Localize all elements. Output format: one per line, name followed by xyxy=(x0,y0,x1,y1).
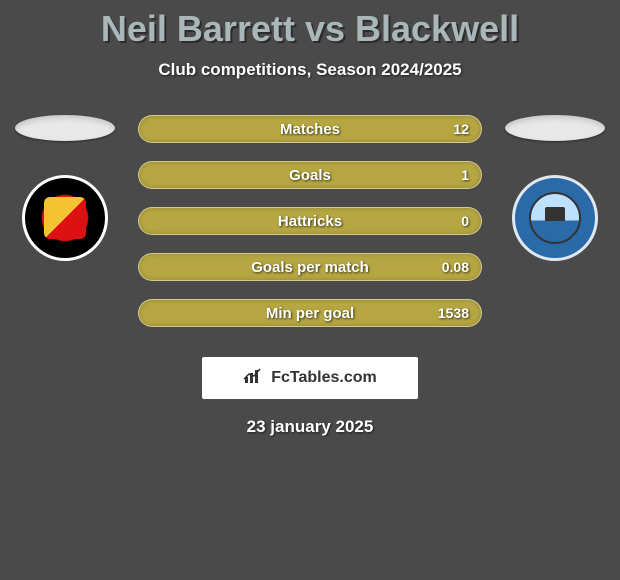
stats-list: Matches 12 Goals 1 Hattricks 0 Goals per… xyxy=(138,115,482,327)
player-placeholder-left xyxy=(15,115,115,141)
stat-row-hattricks: Hattricks 0 xyxy=(138,207,482,235)
stat-value-right: 0 xyxy=(461,213,469,229)
stat-row-gpm: Goals per match 0.08 xyxy=(138,253,482,281)
stat-value-right: 0.08 xyxy=(442,259,469,275)
stat-label: Min per goal xyxy=(266,305,354,322)
stat-label: Hattricks xyxy=(278,213,342,230)
club-badge-right-inner xyxy=(529,192,581,244)
club-badge-left xyxy=(22,175,108,261)
subtitle: Club competitions, Season 2024/2025 xyxy=(0,60,620,80)
stat-row-mpg: Min per goal 1538 xyxy=(138,299,482,327)
stat-label: Goals per match xyxy=(251,259,369,276)
stat-label: Goals xyxy=(289,167,331,184)
club-badge-right xyxy=(512,175,598,261)
stat-label: Matches xyxy=(280,121,340,138)
branding-box: FcTables.com xyxy=(202,357,418,399)
chart-icon xyxy=(243,367,265,390)
stat-value-right: 1538 xyxy=(438,305,469,321)
player-placeholder-right xyxy=(505,115,605,141)
right-column xyxy=(500,115,610,261)
page-title: Neil Barrett vs Blackwell xyxy=(0,0,620,50)
stat-row-goals: Goals 1 xyxy=(138,161,482,189)
left-column xyxy=(10,115,120,261)
comparison-content: Matches 12 Goals 1 Hattricks 0 Goals per… xyxy=(0,115,620,327)
stat-row-matches: Matches 12 xyxy=(138,115,482,143)
stat-value-right: 1 xyxy=(461,167,469,183)
stat-value-right: 12 xyxy=(453,121,469,137)
branding-text: FcTables.com xyxy=(271,369,377,387)
date-text: 23 january 2025 xyxy=(0,417,620,437)
